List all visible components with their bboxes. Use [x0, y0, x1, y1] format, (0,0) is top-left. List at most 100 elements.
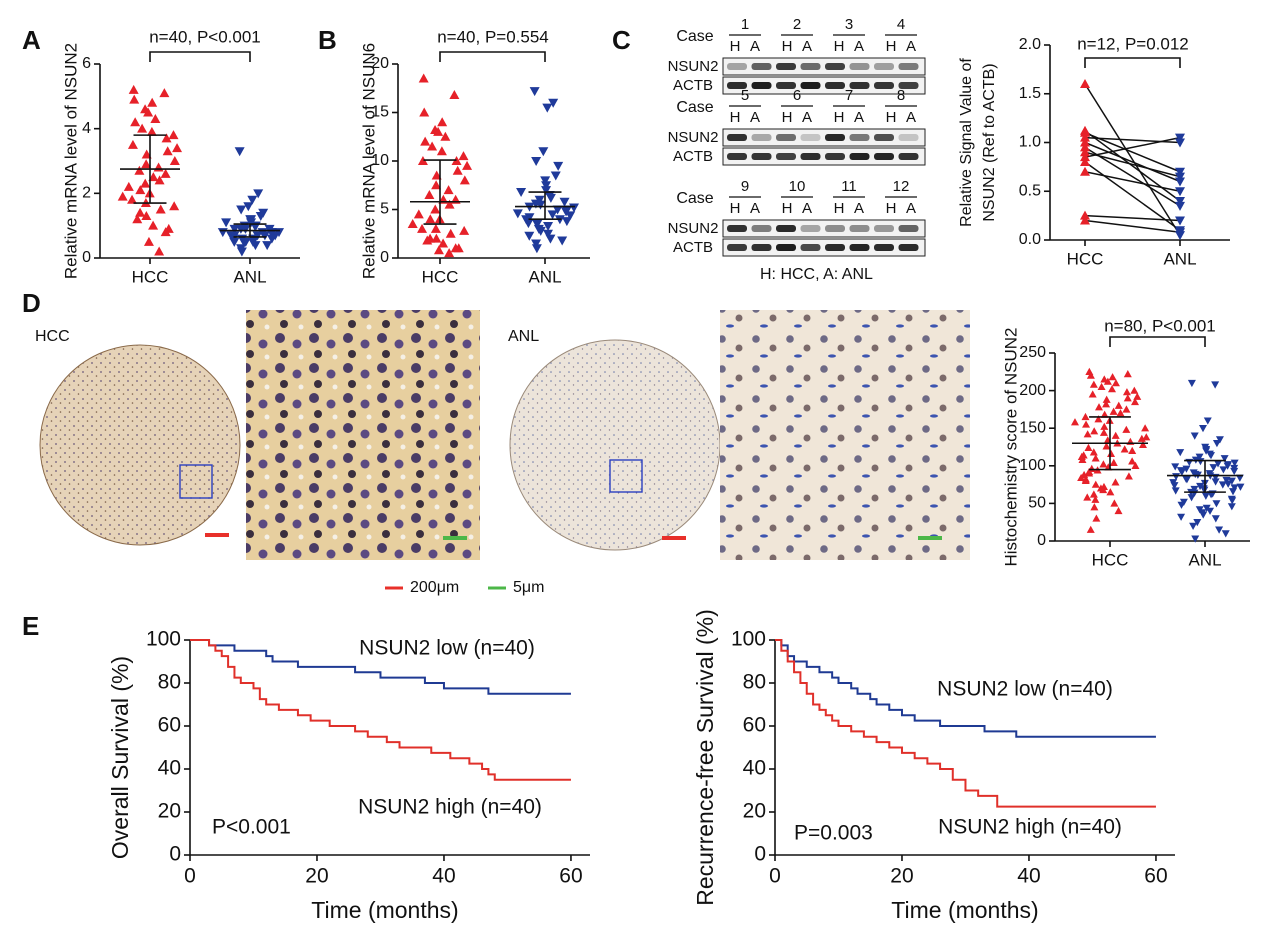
x-tick-label: ANL	[1163, 249, 1196, 268]
data-point	[1193, 519, 1202, 527]
blot-band	[825, 82, 845, 89]
data-point	[221, 218, 232, 228]
data-point	[1133, 392, 1142, 400]
y-tick-label: 10	[371, 152, 389, 169]
panel-label: B	[318, 25, 337, 55]
blot-band	[874, 153, 894, 160]
data-point	[1230, 467, 1239, 476]
case-number: 6	[793, 87, 801, 104]
data-point	[128, 84, 139, 94]
data-point	[419, 107, 430, 117]
data-point	[1214, 460, 1223, 468]
blot-legend: H: HCC, A: ANL	[760, 266, 873, 283]
blot-band	[751, 63, 772, 70]
data-point	[1103, 377, 1112, 385]
data-point	[1081, 412, 1090, 421]
lane-label: H	[834, 109, 845, 126]
data-point	[1094, 415, 1103, 423]
blot-band	[898, 134, 919, 141]
data-point	[135, 185, 146, 195]
data-point	[1227, 477, 1236, 485]
data-point	[1171, 487, 1180, 495]
lane-label: A	[802, 200, 812, 217]
data-point	[1195, 453, 1204, 461]
annotation: n=40, P=0.554	[437, 27, 549, 46]
data-point	[129, 94, 140, 104]
data-point	[1189, 522, 1198, 530]
x-tick-label: 0	[184, 865, 196, 888]
data-point	[240, 237, 251, 247]
data-point	[130, 117, 141, 127]
lane-label: A	[906, 38, 916, 55]
data-point	[523, 219, 534, 229]
blot-band	[776, 153, 796, 160]
data-point	[1211, 515, 1220, 523]
tissue-core	[39, 344, 241, 546]
case-label: Case	[676, 28, 713, 45]
data-point	[1177, 501, 1186, 509]
data-point	[148, 172, 159, 182]
blot-band	[825, 134, 845, 141]
lane-label: A	[854, 38, 864, 55]
y-tick-label: 0	[1037, 532, 1046, 549]
blot-band	[825, 244, 845, 251]
blot-strip	[722, 76, 926, 95]
y-tick-label: 100	[731, 628, 766, 651]
blot-band	[825, 225, 845, 232]
data-point	[1078, 455, 1087, 463]
blot-band	[849, 82, 870, 89]
pair-line	[1084, 136, 1181, 144]
data-point	[1108, 385, 1117, 393]
data-point	[168, 130, 179, 140]
y-tick-label: 80	[743, 671, 766, 694]
data-point	[1070, 418, 1079, 426]
blot-band	[751, 153, 772, 160]
data-point	[459, 225, 470, 235]
scale-legend-label: 5μm	[513, 579, 544, 596]
case-number: 3	[845, 16, 853, 33]
data-point	[430, 223, 441, 233]
data-point	[1114, 506, 1123, 515]
data-point	[516, 188, 527, 198]
data-point	[147, 97, 158, 107]
blot-strip	[722, 128, 926, 147]
y-tick-label: 200	[1019, 382, 1046, 399]
lane-label: A	[802, 38, 812, 55]
y-tick-label: 60	[743, 714, 766, 737]
y-axis-label: Relative Signal Value of	[958, 58, 975, 227]
data-point	[444, 248, 455, 258]
blot-band	[898, 225, 919, 232]
data-point	[255, 211, 266, 221]
x-tick-label: 40	[1017, 865, 1040, 888]
y-tick-label: 100	[1019, 457, 1046, 474]
data-point	[1109, 407, 1118, 415]
micrograph-label: ANL	[508, 328, 539, 345]
data-point	[1114, 401, 1123, 409]
pair-line	[1084, 146, 1181, 207]
x-tick-label: HCC	[132, 267, 169, 286]
pair-line	[1084, 141, 1181, 183]
data-point	[430, 204, 441, 214]
data-point	[141, 159, 152, 169]
data-point	[1122, 405, 1131, 413]
blot-band	[800, 134, 821, 141]
data-point	[417, 156, 428, 165]
annotation: n=80, P<0.001	[1104, 316, 1216, 335]
data-point	[1082, 420, 1091, 428]
data-point	[161, 133, 172, 143]
data-point	[424, 189, 435, 199]
annotation: P=0.003	[794, 822, 873, 845]
data-point	[529, 87, 540, 97]
blot-band	[800, 63, 821, 70]
lane-label: A	[750, 38, 760, 55]
data-point	[535, 226, 546, 236]
data-point	[552, 205, 563, 215]
panel-label: C	[612, 25, 631, 55]
data-point	[418, 73, 429, 83]
y-tick-label: 15	[371, 104, 389, 121]
data-point	[1130, 386, 1139, 394]
data-point	[143, 236, 154, 246]
y-tick-label: 20	[158, 800, 181, 823]
blot-band	[874, 225, 894, 232]
pair-line	[1084, 132, 1181, 173]
